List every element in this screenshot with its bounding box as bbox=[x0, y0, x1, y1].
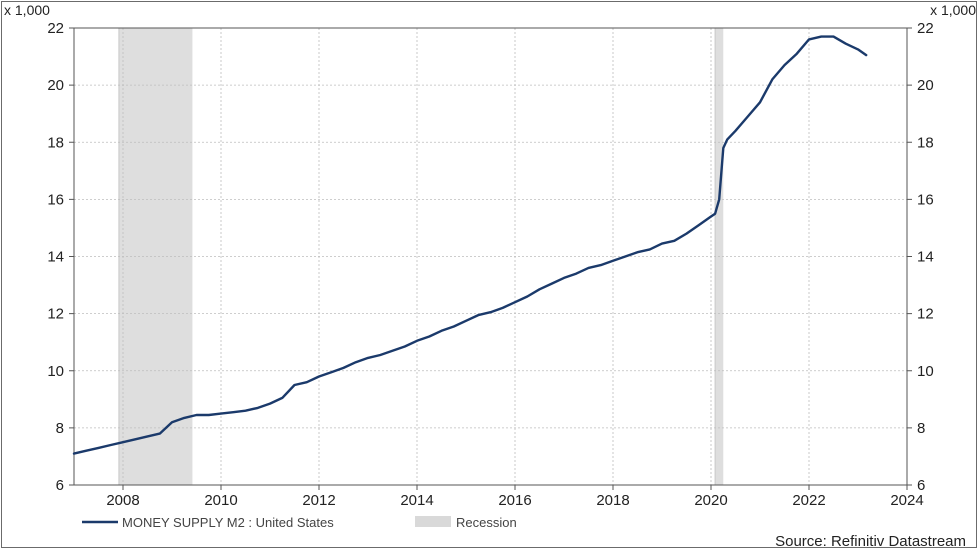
series-line-m2 bbox=[72, 35, 868, 455]
y-tick-label-right-18: 18 bbox=[917, 134, 934, 151]
x-tick-label-2020: 2020 bbox=[694, 492, 727, 509]
y-tick-label-left-10: 10 bbox=[47, 363, 64, 380]
y-tick-label-right-8: 8 bbox=[917, 420, 925, 437]
y-tick-label-right-14: 14 bbox=[917, 249, 934, 266]
y-tick-label-left-6: 6 bbox=[56, 477, 64, 494]
source-note: Source: Refinitiv Datastream bbox=[775, 533, 966, 550]
y-tick-label-left-8: 8 bbox=[56, 420, 64, 437]
y-tick-label-left-20: 20 bbox=[47, 77, 64, 94]
y-tick-label-left-14: 14 bbox=[47, 249, 64, 266]
x-tick-label-2022: 2022 bbox=[792, 492, 825, 509]
x-tick-label-2024: 2024 bbox=[890, 492, 923, 509]
y-tick-label-left-18: 18 bbox=[47, 134, 64, 151]
x-tick-label-2012: 2012 bbox=[302, 492, 335, 509]
right-unit-label: x 1,000 bbox=[930, 2, 976, 18]
x-tick-label-2016: 2016 bbox=[498, 492, 531, 509]
grid-lines bbox=[74, 27, 908, 486]
y-tick-label-right-16: 16 bbox=[917, 191, 934, 208]
y-tick-label-right-12: 12 bbox=[917, 306, 934, 323]
x-tick-label-2018: 2018 bbox=[596, 492, 629, 509]
legend-recession-swatch bbox=[415, 516, 451, 527]
legend-recession-label: Recession bbox=[456, 515, 517, 530]
y-tick-label-right-6: 6 bbox=[917, 477, 925, 494]
series-lines bbox=[72, 35, 868, 455]
y-tick-label-left-16: 16 bbox=[47, 191, 64, 208]
legend-series-label: MONEY SUPPLY M2 : United States bbox=[122, 515, 334, 530]
recession-bands bbox=[118, 28, 724, 485]
y-tick-label-right-10: 10 bbox=[917, 363, 934, 380]
y-tick-label-right-22: 22 bbox=[917, 20, 934, 37]
left-unit-label: x 1,000 bbox=[4, 2, 50, 18]
legend: MONEY SUPPLY M2 : United States Recessio… bbox=[82, 515, 517, 530]
y-tick-label-left-12: 12 bbox=[47, 306, 64, 323]
y-tick-label-left-22: 22 bbox=[47, 20, 64, 37]
x-tick-label-2010: 2010 bbox=[204, 492, 237, 509]
y-tick-label-right-20: 20 bbox=[917, 77, 934, 94]
x-tick-label-2008: 2008 bbox=[106, 492, 139, 509]
x-tick-label-2014: 2014 bbox=[400, 492, 433, 509]
